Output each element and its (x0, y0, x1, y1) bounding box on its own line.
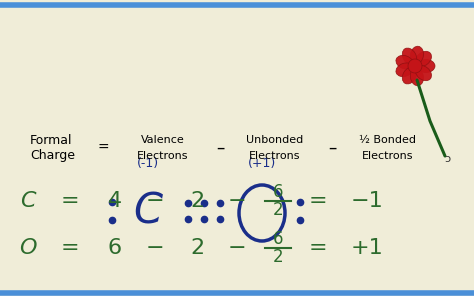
Text: −: − (228, 238, 246, 258)
Text: Charge: Charge (30, 149, 75, 163)
Text: −1: −1 (351, 191, 383, 211)
Text: −: − (146, 191, 164, 211)
Text: 2: 2 (190, 238, 204, 258)
Text: 6: 6 (273, 230, 283, 248)
Text: (-1): (-1) (137, 157, 159, 170)
Text: Unbonded: Unbonded (246, 135, 304, 145)
Text: =: = (61, 191, 79, 211)
Text: =: = (97, 141, 109, 155)
Text: C: C (20, 191, 36, 211)
Circle shape (408, 59, 422, 73)
Text: −: − (146, 238, 164, 258)
Text: 6: 6 (108, 238, 122, 258)
Text: +1: +1 (351, 238, 383, 258)
Text: (+1): (+1) (248, 157, 276, 170)
Ellipse shape (402, 48, 417, 65)
Text: O: O (19, 238, 37, 258)
Ellipse shape (396, 55, 413, 69)
Text: =: = (61, 238, 79, 258)
Text: Formal: Formal (30, 133, 73, 147)
Ellipse shape (410, 46, 423, 64)
Text: Valence: Valence (141, 135, 185, 145)
Text: –: – (216, 139, 224, 157)
Text: 2: 2 (273, 248, 283, 266)
Ellipse shape (417, 59, 435, 73)
Text: C: C (134, 190, 163, 232)
Text: Electrons: Electrons (362, 151, 414, 161)
Text: =: = (309, 238, 328, 258)
Text: −: − (228, 191, 246, 211)
Text: –: – (328, 139, 336, 157)
Ellipse shape (410, 68, 423, 86)
Ellipse shape (402, 67, 417, 84)
Text: Electrons: Electrons (137, 151, 189, 161)
Ellipse shape (415, 65, 431, 81)
Text: 6: 6 (273, 183, 283, 201)
Text: 2: 2 (190, 191, 204, 211)
Text: Electrons: Electrons (249, 151, 301, 161)
Text: =: = (309, 191, 328, 211)
Ellipse shape (396, 63, 413, 77)
Text: 4: 4 (108, 191, 122, 211)
Text: 2: 2 (273, 201, 283, 219)
Text: ½ Bonded: ½ Bonded (359, 135, 417, 145)
Text: ͻ: ͻ (444, 154, 450, 164)
Ellipse shape (415, 51, 431, 67)
